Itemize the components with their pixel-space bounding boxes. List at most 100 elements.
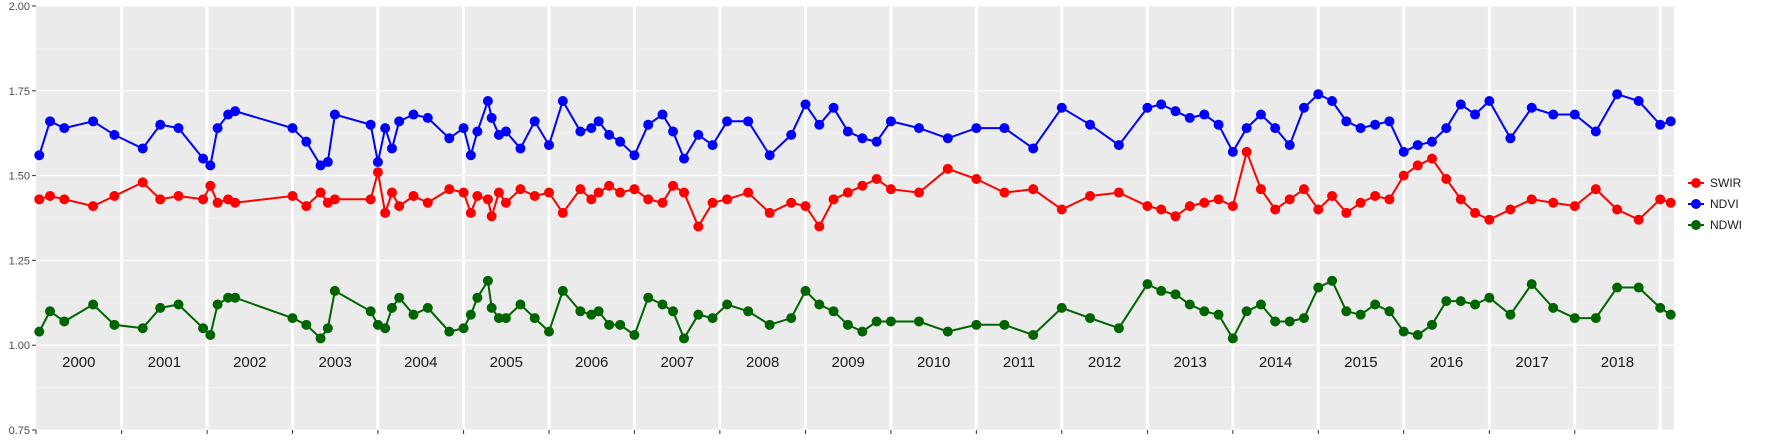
data-point-swir: [1142, 201, 1153, 212]
data-point-ndwi: [1590, 313, 1601, 324]
data-point-ndwi: [109, 319, 120, 330]
data-point-ndwi: [287, 313, 298, 324]
data-point-ndwi: [34, 326, 45, 337]
y-tick-label: 1.50: [9, 171, 30, 183]
data-point-swir: [380, 207, 391, 218]
data-point-ndwi: [1341, 306, 1352, 317]
data-point-ndwi: [1526, 279, 1537, 290]
data-point-swir: [604, 180, 615, 191]
year-label: 2006: [575, 354, 608, 371]
data-point-ndwi: [394, 292, 405, 303]
year-label: 2013: [1173, 354, 1206, 371]
year-label: 2007: [660, 354, 693, 371]
data-point-swir: [942, 163, 953, 174]
data-point-swir: [1412, 160, 1423, 171]
data-point-swir: [1255, 184, 1266, 195]
data-point-swir: [1505, 204, 1516, 215]
data-point-swir: [1313, 204, 1324, 215]
data-point-swir: [88, 201, 99, 212]
y-tick-label: 2.00: [9, 1, 30, 13]
data-point-ndwi: [842, 319, 853, 330]
data-point-ndvi: [668, 126, 679, 137]
data-point-ndvi: [857, 133, 868, 144]
data-point-ndwi: [814, 299, 825, 310]
data-point-swir: [329, 194, 340, 205]
data-point-ndwi: [764, 319, 775, 330]
data-point-swir: [575, 184, 586, 195]
data-point-swir: [486, 211, 497, 222]
series-layer: [34, 89, 1676, 344]
data-point-swir: [205, 180, 216, 191]
data-point-ndvi: [1142, 102, 1153, 113]
year-label: 2009: [832, 354, 865, 371]
data-point-ndvi: [465, 150, 476, 161]
data-point-ndwi: [1227, 333, 1238, 344]
data-point-ndvi: [1505, 133, 1516, 144]
data-point-ndwi: [1665, 309, 1676, 320]
data-point-ndvi: [1270, 123, 1281, 134]
data-point-swir: [1355, 197, 1366, 208]
data-point-swir: [493, 187, 504, 198]
data-point-swir: [657, 197, 668, 208]
data-point-ndvi: [707, 140, 718, 151]
data-point-ndwi: [1199, 306, 1210, 317]
data-point-swir: [465, 207, 476, 218]
y-tick-label: 1.25: [9, 255, 30, 267]
data-point-ndvi: [88, 116, 99, 127]
data-point-ndwi: [365, 306, 376, 317]
data-point-ndvi: [422, 112, 433, 123]
data-point-ndwi: [1569, 313, 1580, 324]
data-point-ndvi: [593, 116, 604, 127]
data-point-ndvi: [629, 150, 640, 161]
data-point-ndvi: [1398, 146, 1409, 157]
data-point-swir: [422, 197, 433, 208]
data-point-ndvi: [1455, 99, 1466, 110]
data-point-ndvi: [529, 116, 540, 127]
data-point-ndwi: [1470, 299, 1481, 310]
data-point-ndvi: [1199, 109, 1210, 120]
data-point-ndwi: [386, 302, 397, 313]
data-point-ndwi: [515, 299, 526, 310]
data-point-ndwi: [472, 292, 483, 303]
data-point-swir: [1665, 197, 1676, 208]
data-point-swir: [1455, 194, 1466, 205]
data-point-ndvi: [871, 136, 882, 147]
data-point-ndvi: [1569, 109, 1580, 120]
data-point-swir: [444, 184, 455, 195]
data-point-swir: [1284, 194, 1295, 205]
data-point-swir: [1113, 187, 1124, 198]
data-point-ndvi: [1284, 140, 1295, 151]
data-point-ndvi: [999, 123, 1010, 134]
data-point-ndvi: [287, 123, 298, 134]
data-point-ndvi: [1384, 116, 1395, 127]
data-point-swir: [693, 221, 704, 232]
data-point-ndwi: [857, 326, 868, 337]
data-point-swir: [828, 194, 839, 205]
data-point-ndvi: [1028, 143, 1039, 154]
data-point-ndvi: [1370, 119, 1381, 130]
data-point-ndwi: [315, 333, 326, 344]
data-point-ndwi: [800, 285, 811, 296]
data-point-ndvi: [800, 99, 811, 110]
data-point-ndwi: [1398, 326, 1409, 337]
data-point-ndvi: [380, 123, 391, 134]
data-point-swir: [472, 190, 483, 201]
data-point-swir: [786, 197, 797, 208]
data-point-swir: [593, 187, 604, 198]
data-point-swir: [1470, 207, 1481, 218]
data-point-ndwi: [871, 316, 882, 327]
data-point-ndwi: [500, 313, 511, 324]
data-point-ndwi: [557, 285, 568, 296]
data-point-ndwi: [482, 275, 493, 286]
data-point-ndwi: [999, 319, 1010, 330]
data-point-swir: [1612, 204, 1623, 215]
data-point-ndvi: [604, 129, 615, 140]
data-point-ndwi: [1213, 309, 1224, 320]
data-point-ndwi: [422, 302, 433, 313]
data-point-ndvi: [575, 126, 586, 137]
data-point-ndvi: [615, 136, 626, 147]
data-point-ndwi: [173, 299, 184, 310]
data-point-ndvi: [764, 150, 775, 161]
data-point-swir: [1227, 201, 1238, 212]
data-point-ndwi: [223, 292, 234, 303]
